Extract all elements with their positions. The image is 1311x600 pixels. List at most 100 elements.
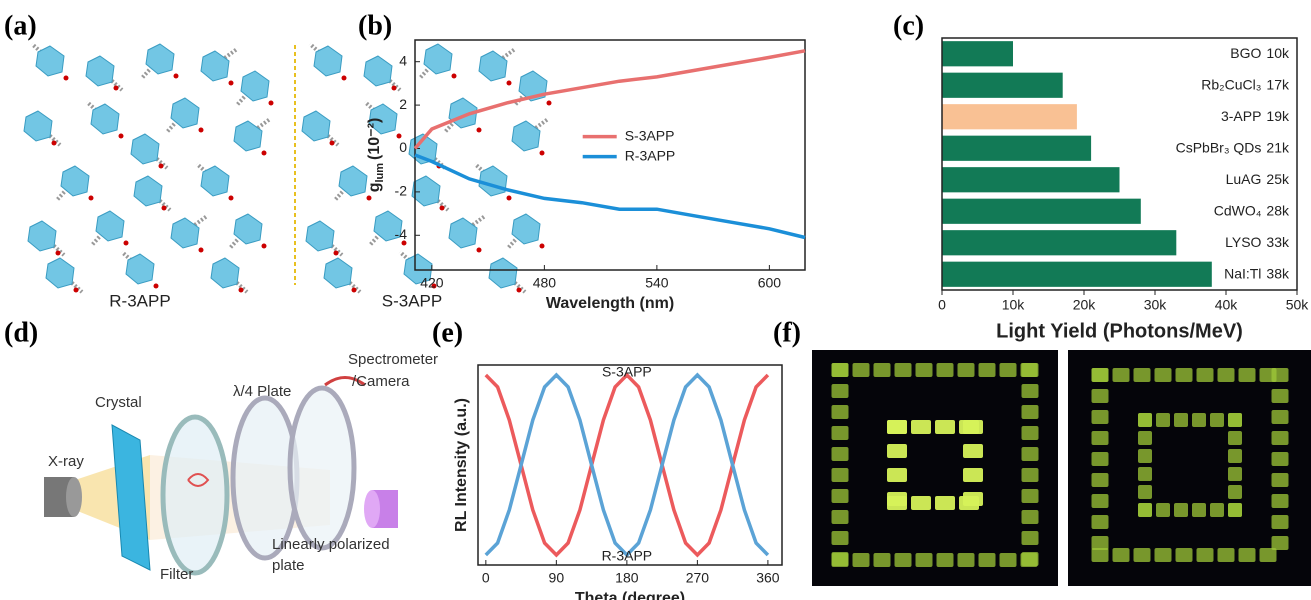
bar (942, 73, 1063, 98)
scintillator-block (1156, 413, 1170, 427)
atom (342, 76, 347, 81)
scintillator-block (1022, 426, 1039, 440)
atom (114, 86, 119, 91)
scintillator-block (832, 510, 849, 524)
octahedron (131, 134, 159, 164)
scintillator-block (916, 363, 933, 377)
scintillator-block (1272, 389, 1289, 403)
crystal-structures (24, 44, 552, 293)
atom (174, 74, 179, 79)
octahedron (36, 46, 64, 76)
x-tick-label: 30k (1144, 297, 1168, 313)
setup-label: /Camera (352, 373, 410, 390)
octahedron (96, 211, 124, 241)
atom (540, 244, 545, 249)
y-axis-title: glum(10⁻²) (366, 118, 386, 193)
x-tick-label: 0 (938, 297, 946, 313)
octahedron (424, 44, 452, 74)
octahedron (412, 176, 440, 206)
scintillator-block (1021, 363, 1038, 377)
scintillator-block (979, 363, 996, 377)
atom (199, 248, 204, 253)
scintillator-block (1239, 368, 1256, 382)
bar-value-label: 38k (1266, 265, 1290, 281)
atom (239, 288, 244, 293)
scintillator-block (979, 553, 996, 567)
scintillator-block (1272, 431, 1289, 445)
scintillator-block (1138, 431, 1152, 445)
x-tick-label: 20k (1073, 297, 1097, 313)
atom (547, 101, 552, 106)
octahedron (146, 44, 174, 74)
y-axis-title-unit: (10⁻²) (366, 118, 383, 160)
x-tick-label: 40k (1215, 297, 1239, 313)
y-axis-title-main: RL Intensity (a.u.) (453, 398, 470, 532)
scintillator-block (895, 553, 912, 567)
octahedron (302, 111, 330, 141)
octahedron (46, 258, 74, 288)
scintillator-block (1092, 410, 1109, 424)
x-axis-title: Wavelength (nm) (546, 295, 674, 312)
scintillator-block (1228, 449, 1242, 463)
polarizer-disc (290, 388, 354, 548)
setup-label: Crystal (95, 394, 142, 411)
bar (942, 230, 1176, 255)
source (66, 477, 82, 517)
bar-label: BGO10k (1230, 44, 1290, 60)
atom (269, 101, 274, 106)
scintillator-block (1000, 363, 1017, 377)
scintillator-block (1272, 515, 1289, 529)
scintillator-block (963, 444, 983, 458)
octahedron (28, 221, 56, 251)
atom (229, 81, 234, 86)
scintillator-block (1228, 467, 1242, 481)
plot-frame (478, 365, 782, 565)
filter-disc (163, 417, 227, 573)
y-tick-label: -2 (395, 183, 408, 199)
scintillator-block (1272, 494, 1289, 508)
octahedron (489, 258, 517, 288)
bar-category: 3-APP (1221, 107, 1261, 123)
scintillator-block (1022, 405, 1039, 419)
bar (942, 262, 1212, 287)
scintillator-block (1022, 468, 1039, 482)
scintillator-block (1138, 467, 1152, 481)
scintillator-block (958, 553, 975, 567)
atom (124, 241, 129, 246)
panel-label: (e) (432, 317, 463, 348)
scintillator-block (963, 492, 983, 506)
atom (89, 196, 94, 201)
scintillator-block (832, 531, 849, 545)
bar-category: CsPbBr₃ QDs (1176, 139, 1262, 155)
scintillator-block (1272, 536, 1289, 550)
octahedron (479, 166, 507, 196)
atom (392, 86, 397, 91)
panel-label: (c) (893, 10, 924, 41)
atom (477, 248, 482, 253)
x-axis-title: Theta (degree) (575, 590, 685, 600)
octahedron (24, 111, 52, 141)
series-label: R-3APP (602, 548, 653, 564)
octahedron (126, 254, 154, 284)
scintillator-block (937, 553, 954, 567)
scintillator-block (832, 363, 849, 377)
scintillator-block (1228, 503, 1242, 517)
scintillator-block (1156, 503, 1170, 517)
bar-value-label: 17k (1266, 76, 1290, 92)
bar-label: CsPbBr₃ QDs21k (1176, 139, 1290, 155)
bar-value-label: 28k (1266, 202, 1290, 218)
atom (154, 284, 159, 289)
series-line (486, 375, 768, 555)
scintillator-block (911, 420, 931, 434)
x-tick-label: 270 (686, 570, 710, 586)
scintillator-block (916, 553, 933, 567)
bar-value-label: 21k (1266, 139, 1290, 155)
scintillator-block (1218, 548, 1235, 562)
legend-label: S-3APP (625, 127, 675, 143)
panel-label: (d) (4, 317, 38, 348)
y-axis-title-sub: lum (374, 163, 386, 183)
x-tick-label: 50k (1286, 297, 1310, 313)
bar-category: CdWO₄ (1214, 202, 1262, 218)
atom (199, 128, 204, 133)
scintillator-block (1174, 413, 1188, 427)
